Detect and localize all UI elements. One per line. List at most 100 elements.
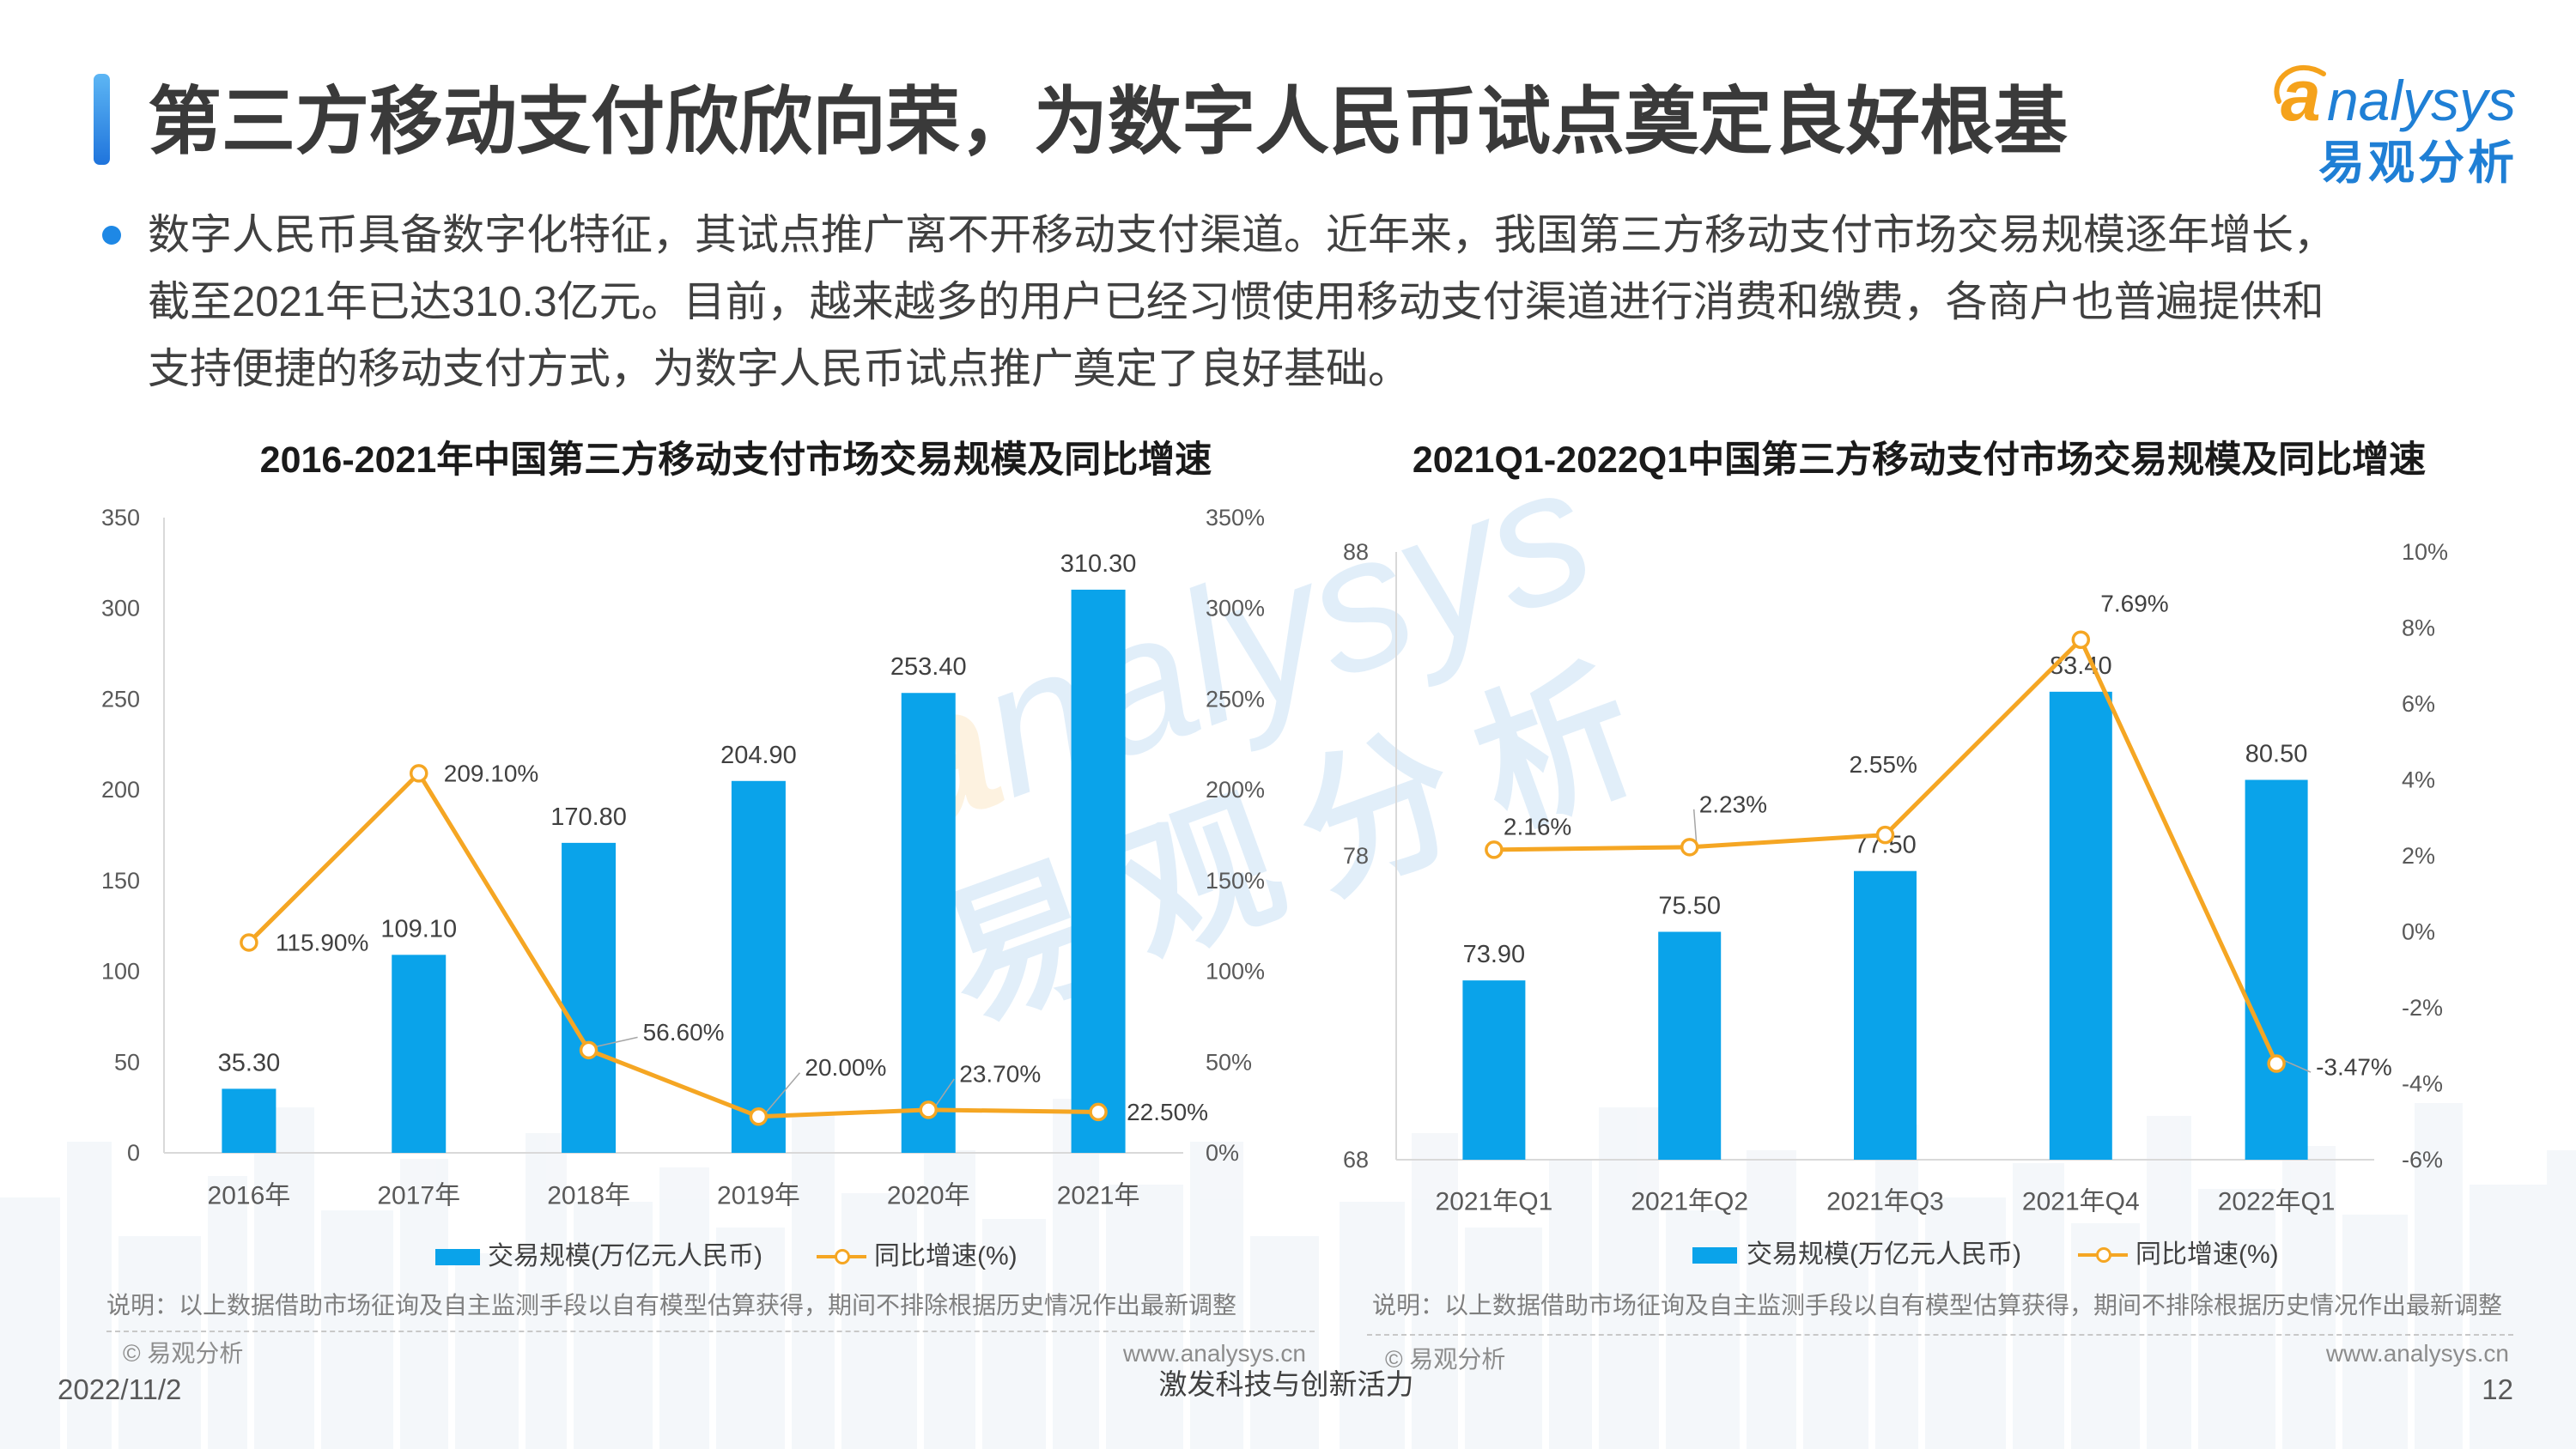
legend-line-swatch (817, 1249, 866, 1264)
bar-value-label: 73.90 (1463, 941, 1526, 968)
growth-rate-label: 56.60% (643, 1019, 725, 1046)
y2-tick-label: -4% (2402, 1071, 2443, 1097)
data-label-leader (595, 1036, 638, 1048)
logo-name: 易观分析 (2318, 137, 2518, 189)
growth-rate-label: 2.55% (1850, 751, 1917, 778)
x-tick-label: 2017年 (377, 1182, 460, 1210)
y-tick-label: 88 (1343, 539, 1369, 565)
legend-line-label: 同比增速(%) (874, 1242, 1018, 1270)
y-tick-label: 0 (127, 1140, 140, 1166)
logo-prefix: a (2281, 55, 2321, 136)
y2-tick-label: 350% (1206, 505, 1265, 530)
chart-1-divider (106, 1331, 1315, 1332)
chart-2-source: © 易观分析 (1385, 1346, 1506, 1373)
x-tick-label: 2022年Q1 (2218, 1188, 2336, 1216)
logo-swoosh-icon (2274, 64, 2326, 104)
data-label-leader (764, 1072, 800, 1114)
data-label-leader (934, 1078, 955, 1107)
y2-tick-label: 0% (1206, 1140, 1239, 1166)
growth-rate-label: 2.16% (1504, 813, 1571, 840)
y-tick-label: 150 (101, 868, 140, 894)
chart-2-note: 说明：以上数据借助市场征询及自主监测手段以自有模型估算获得，期间不排除根据历史情… (1372, 1292, 2503, 1319)
legend-bar-label: 交易规模(万亿元人民币) (1747, 1240, 2021, 1269)
y2-tick-label: 50% (1206, 1049, 1252, 1075)
bar (2049, 691, 2112, 1160)
y2-tick-label: 4% (2402, 767, 2435, 793)
bar-value-label: 253.40 (890, 653, 967, 681)
bar-value-label: 80.50 (2245, 741, 2308, 768)
y2-tick-label: -2% (2402, 995, 2443, 1021)
y2-tick-label: 6% (2402, 691, 2435, 717)
page-title: 第三方移动支付欣欣向荣，为数字人民币试点奠定良好根基 (148, 81, 2068, 163)
chart-2-source-url: www.analysys.cn (2325, 1340, 2509, 1367)
title-accent-bar (94, 74, 110, 165)
chart-2-divider (1367, 1334, 2513, 1336)
y2-tick-label: 100% (1206, 959, 1265, 985)
footer-slogan: 激发科技与创新活力 (1158, 1368, 1414, 1400)
growth-rate-point (1089, 1102, 1108, 1122)
growth-rate-point (919, 1100, 938, 1119)
bullet-line: 截至2021年已达310.3亿元。目前，越来越多的用户已经习惯使用移动支付渠道进… (148, 279, 2324, 325)
y2-tick-label: 8% (2402, 615, 2435, 641)
chart-2-title: 2021Q1-2022Q1中国第三方移动支付市场交易规模及同比增速 (1412, 440, 2427, 481)
footer-date: 2022/11/2 (58, 1373, 182, 1405)
y2-tick-label: 10% (2402, 539, 2448, 565)
growth-rate-point (1680, 838, 1699, 857)
growth-rate-label: 2.23% (1699, 791, 1767, 817)
bar-value-label: 83.40 (2050, 652, 2112, 680)
x-tick-label: 2016年 (208, 1182, 291, 1210)
growth-rate-label: 7.69% (2100, 591, 2168, 617)
bar (731, 780, 786, 1153)
y-tick-label: 78 (1343, 843, 1369, 869)
data-label-leader (2282, 1059, 2312, 1073)
growth-rate-point (2071, 630, 2091, 649)
y-tick-label: 300 (101, 596, 140, 621)
bullet-paragraph: 数字人民币具备数字化特征，其试点推广离不开移动支付渠道。近年来，我国第三方移动支… (148, 202, 2336, 403)
growth-rate-point (579, 1040, 598, 1060)
y2-tick-label: 300% (1206, 596, 1265, 621)
bullet-line: 支持便捷的移动支付方式，为数字人民币试点推广奠定了良好基础。 (148, 346, 1411, 392)
bar (901, 693, 956, 1153)
x-tick-label: 2018年 (547, 1182, 630, 1210)
y2-tick-label: 150% (1206, 868, 1265, 894)
growth-rate-point (2267, 1054, 2286, 1073)
growth-rate-point (1875, 825, 1895, 845)
y2-tick-label: 250% (1206, 686, 1265, 712)
growth-rate-point (410, 764, 428, 783)
growth-rate-label: 20.00% (805, 1054, 886, 1081)
bullet-dot-icon (102, 226, 121, 245)
bar (1071, 589, 1126, 1153)
growth-rate-point (749, 1106, 769, 1126)
data-label-leader (1692, 809, 1698, 844)
y-tick-label: 68 (1343, 1147, 1369, 1173)
growth-rate-label: 115.90% (276, 929, 368, 955)
chart-1-title: 2016-2021年中国第三方移动支付市场交易规模及同比增速 (259, 440, 1212, 481)
x-tick-label: 2021年Q3 (1826, 1188, 1944, 1216)
growth-rate-label: 23.70% (959, 1060, 1041, 1087)
x-tick-label: 2020年 (887, 1182, 970, 1210)
legend-line-swatch (2078, 1247, 2128, 1263)
chart-2-plot: 68 78 88 -6% -4% -2% 0% 2% 4% 6% 8% 10% 73.90 2021年Q1… (1343, 539, 2448, 1216)
x-tick-label: 2021年Q4 (2022, 1188, 2140, 1216)
bar-value-label: 75.50 (1658, 893, 1721, 920)
legend-line-label: 同比增速(%) (2136, 1240, 2279, 1269)
y2-tick-label: 2% (2402, 843, 2435, 869)
growth-rate-label: -3.47% (2316, 1054, 2392, 1081)
bullet-line: 数字人民币具备数字化特征，其试点推广离不开移动支付渠道。近年来，我国第三方移动支… (148, 212, 2336, 258)
page-number: 12 (2482, 1373, 2513, 1405)
legend-bar-label: 交易规模(万亿元人民币) (488, 1242, 762, 1270)
bar (562, 842, 617, 1153)
chart-1-source: © 易观分析 (123, 1340, 244, 1367)
chart-1-source-url: www.analysys.cn (1122, 1340, 1306, 1367)
y-tick-label: 200 (101, 777, 140, 803)
chart-1-plot: 0 50 100 150 200 250 300 350 0% 50% 100% 150% 200% 25… (101, 505, 1265, 1210)
legend-bar-swatch (435, 1249, 480, 1265)
x-tick-label: 2021年Q2 (1631, 1188, 1748, 1216)
bar-value-label: 204.90 (720, 742, 797, 769)
chart-1-note: 说明：以上数据借助市场征询及自主监测手段以自有模型估算获得，期间不排除根据历史情… (106, 1292, 1237, 1319)
growth-rate-label: 22.50% (1127, 1099, 1208, 1125)
growth-rate-point (240, 933, 258, 952)
